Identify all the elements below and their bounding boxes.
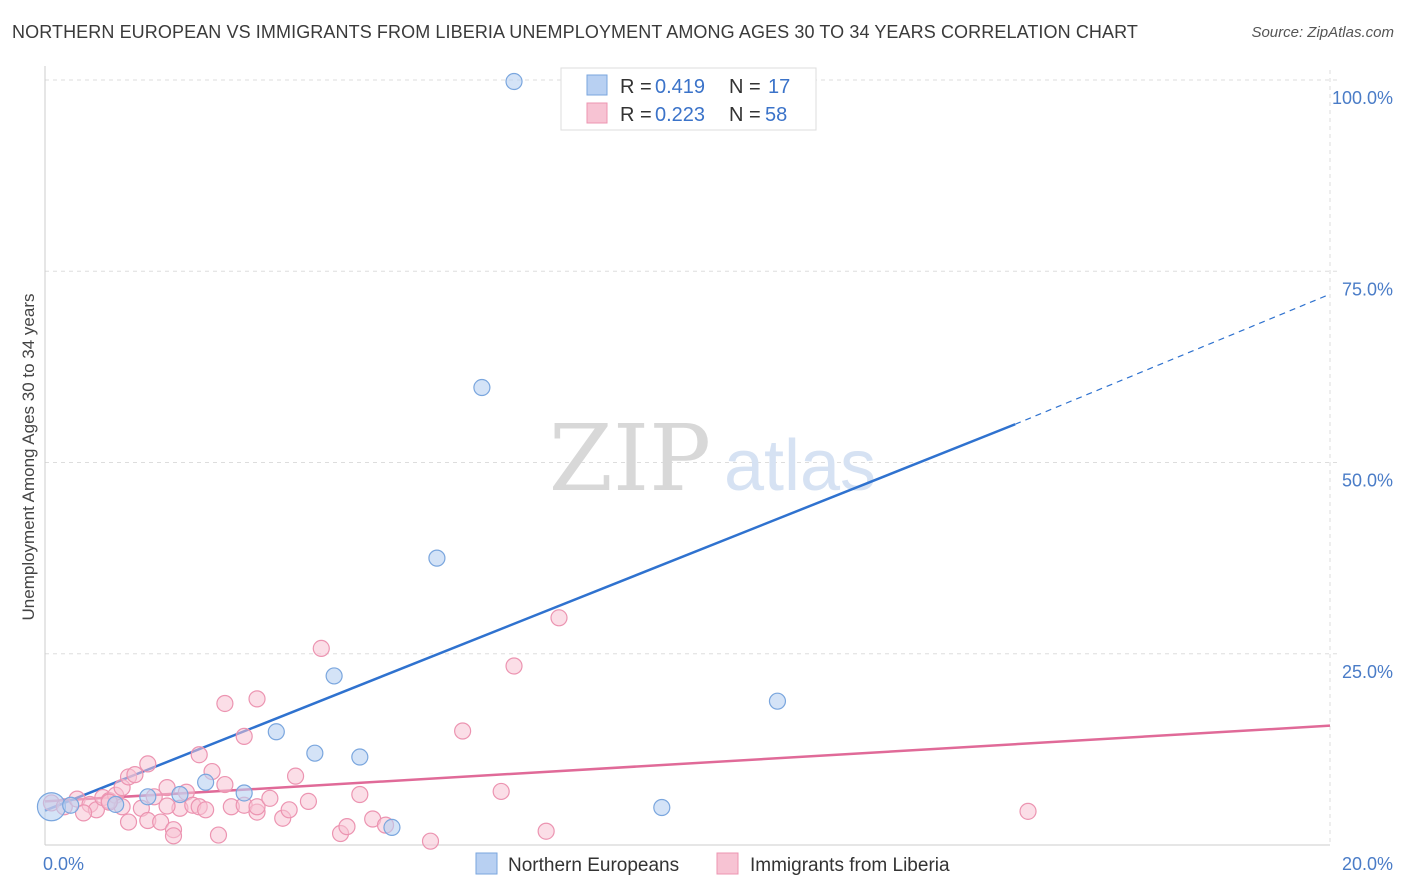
stats-legend: R = 0.419 N = 17 R = 0.223 N = 58 (560, 67, 817, 131)
point-immigrants-liberia-39 (299, 792, 318, 810)
point-immigrants-liberia-35 (248, 690, 266, 708)
point-northern-europeans-9 (351, 748, 369, 766)
watermark: ZIP atlas (549, 405, 876, 512)
stats-n-label-1: N = (729, 76, 761, 98)
axes (44, 66, 1330, 846)
watermark-zip: ZIP (549, 405, 711, 512)
point-northern-europeans-12 (473, 378, 491, 397)
legend-label-northern-europeans: Northern Europeans (508, 855, 679, 876)
stats-n-label-2: N = (729, 104, 761, 126)
y-tick-label-3: 100.0% (1332, 88, 1393, 108)
tick-labels: 25.0% 50.0% 75.0% 100.0% 0.0% 20.0% (43, 88, 1393, 874)
point-immigrants-liberia-20 (164, 827, 183, 845)
stats-n-value-2: 58 (765, 104, 787, 126)
point-immigrants-liberia-56 (197, 801, 215, 819)
point-northern-europeans-10 (383, 818, 401, 837)
point-immigrants-liberia-51 (550, 609, 568, 627)
trend-lines (44, 293, 1331, 812)
stats-legend-swatch-pink (586, 102, 608, 124)
chart-source: Source: ZipAtlas.com (1251, 24, 1394, 41)
point-northern-europeans-15 (768, 692, 787, 710)
bottom-legend: Northern Europeans Immigrants from Liber… (475, 852, 950, 876)
point-immigrants-liberia-29 (216, 694, 234, 713)
point-immigrants-liberia-28 (216, 775, 234, 794)
point-northern-europeans-1 (107, 795, 125, 814)
point-immigrants-liberia-17 (152, 813, 170, 831)
stats-r-value-1: 0.419 (655, 76, 705, 98)
point-immigrants-liberia-12 (126, 766, 144, 784)
point-immigrants-liberia-43 (351, 785, 369, 804)
stats-r-label-1: R = (620, 76, 652, 98)
point-immigrants-liberia-38 (286, 767, 305, 785)
point-northern-europeans-4 (197, 773, 215, 791)
point-immigrants-liberia-27 (209, 826, 228, 844)
trend-line-northern-europeans (44, 423, 1016, 812)
point-northern-europeans-2 (139, 788, 157, 806)
legend-swatch-immigrants-liberia (716, 852, 739, 875)
point-northern-europeans-3 (171, 785, 189, 804)
point-northern-europeans-0 (36, 792, 67, 822)
point-immigrants-liberia-42 (338, 818, 356, 836)
point-northern-europeans-7 (306, 744, 324, 762)
y-tick-label-0: 25.0% (1342, 662, 1393, 682)
point-immigrants-liberia-47 (454, 722, 472, 740)
point-northern-europeans-6 (267, 723, 285, 741)
stats-n-value-1: 17 (768, 76, 790, 98)
point-immigrants-liberia-48 (492, 782, 510, 801)
trend-line-immigrants-liberia (44, 724, 1331, 803)
point-immigrants-liberia-40 (312, 639, 330, 657)
stats-r-label-2: R = (620, 104, 652, 126)
watermark-atlas: atlas (724, 426, 876, 506)
point-immigrants-liberia-55 (158, 797, 176, 815)
point-immigrants-liberia-11 (119, 813, 138, 831)
y-axis-label: Unemployment Among Ages 30 to 34 years (19, 294, 38, 621)
point-northern-europeans-13 (505, 72, 523, 91)
point-immigrants-liberia-34 (248, 798, 266, 816)
x-tick-label-1: 20.0% (1342, 854, 1393, 874)
point-northern-europeans-14 (653, 798, 671, 817)
chart-title: NORTHERN EUROPEAN VS IMMIGRANTS FROM LIB… (12, 22, 1139, 42)
stats-legend-swatch-blue (586, 74, 608, 96)
point-northern-europeans-8 (325, 667, 343, 685)
point-immigrants-liberia-49 (505, 657, 523, 675)
point-northern-europeans-11 (428, 549, 446, 567)
point-immigrants-liberia-52 (1019, 802, 1037, 820)
data-points (36, 72, 1037, 850)
point-immigrants-liberia-50 (537, 822, 555, 840)
x-tick-label-0: 0.0% (43, 854, 84, 874)
point-northern-europeans-16 (62, 796, 80, 814)
trend-line-northern-europeans-extension (1014, 293, 1331, 425)
point-immigrants-liberia-53 (74, 804, 93, 822)
y-tick-label-1: 50.0% (1342, 471, 1393, 491)
point-immigrants-liberia-37 (280, 801, 298, 819)
point-immigrants-liberia-14 (139, 755, 157, 773)
stats-r-value-2: 0.223 (655, 104, 705, 126)
y-tick-label-2: 75.0% (1342, 279, 1393, 299)
point-northern-europeans-5 (235, 784, 253, 802)
point-immigrants-liberia-31 (235, 727, 253, 745)
point-immigrants-liberia-57 (261, 789, 279, 807)
legend-swatch-northern-europeans (475, 852, 498, 875)
grid-lines (45, 70, 1340, 845)
point-immigrants-liberia-25 (190, 746, 208, 764)
legend-label-immigrants-liberia: Immigrants from Liberia (750, 855, 950, 876)
point-immigrants-liberia-46 (421, 832, 440, 850)
